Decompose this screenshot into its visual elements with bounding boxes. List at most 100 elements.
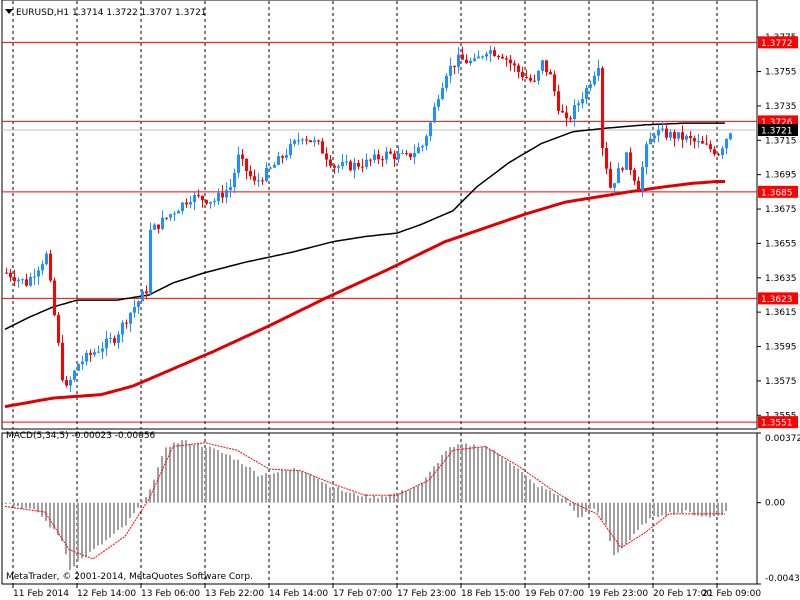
macd-bar: [245, 466, 247, 503]
candle: [233, 168, 236, 194]
candle-body: [185, 202, 188, 205]
price-tick-label: 1.3675: [765, 205, 797, 215]
macd-bar: [581, 502, 583, 517]
dropdown-triangle-icon[interactable]: [5, 9, 13, 14]
time-tick-label: 18 Feb 15:00: [461, 589, 520, 599]
macd-tick-label: 0.00372: [765, 434, 800, 444]
candle: [533, 74, 536, 83]
macd-bar: [401, 490, 403, 503]
candle: [273, 162, 276, 168]
candle-body: [37, 270, 40, 277]
candle-body: [221, 192, 224, 198]
candle-body: [81, 361, 84, 365]
candle-body: [545, 60, 548, 73]
candle: [397, 145, 400, 163]
candle-body: [153, 224, 156, 230]
candle-body: [133, 307, 136, 313]
candle-body: [101, 348, 104, 352]
level-label-box: [758, 416, 798, 429]
macd-bar: [257, 476, 259, 503]
macd-bar: [437, 462, 439, 503]
candle: [117, 331, 120, 349]
macd-bar: [557, 494, 559, 503]
candle: [81, 355, 84, 370]
candle-body: [721, 148, 724, 155]
candle-body: [517, 65, 520, 72]
macd-bar: [445, 451, 447, 503]
candle: [481, 55, 484, 60]
candle: [289, 138, 292, 159]
candle-body: [309, 140, 312, 143]
candle: [453, 65, 456, 75]
level-label-box: [758, 36, 798, 49]
candle: [225, 182, 228, 204]
macd-bar: [393, 493, 395, 503]
candle-body: [141, 291, 144, 302]
candle: [385, 147, 388, 165]
candle: [437, 94, 440, 111]
candle-body: [669, 132, 672, 138]
macd-bar: [433, 466, 435, 503]
price-pane[interactable]: [1, 0, 758, 430]
candle-body: [393, 153, 396, 160]
candle: [185, 198, 188, 209]
candle-body: [345, 161, 348, 163]
candle: [573, 99, 576, 127]
candle: [357, 159, 360, 170]
macd-bar: [669, 502, 671, 513]
candle: [361, 158, 364, 173]
candle: [269, 166, 272, 170]
candle: [53, 277, 56, 317]
macd-bar: [461, 443, 463, 503]
candle: [261, 177, 264, 186]
candle: [477, 50, 480, 59]
macd-bar: [173, 442, 175, 503]
candle: [333, 163, 336, 174]
macd-bar: [717, 502, 719, 516]
candle-body: [385, 151, 388, 160]
candle-body: [465, 59, 468, 64]
candle-body: [449, 65, 452, 76]
candle: [593, 71, 596, 87]
candle: [393, 150, 396, 168]
candle-body: [525, 77, 528, 79]
candle-body: [165, 217, 168, 219]
macd-bar: [305, 473, 307, 503]
candle-body: [353, 162, 356, 171]
candle-body: [577, 103, 580, 106]
candle-body: [9, 272, 12, 278]
candle: [457, 47, 460, 74]
candle: [245, 158, 248, 180]
chart-header: EURUSD,H1 1.3714 1.3722 1.3707 1.3721: [5, 8, 207, 18]
macd-bar: [441, 454, 443, 503]
candle: [565, 105, 568, 127]
candle-body: [261, 180, 264, 182]
macd-bar: [665, 502, 667, 516]
candle-body: [253, 176, 256, 181]
candle-body: [245, 158, 248, 171]
macd-bar: [641, 502, 643, 525]
macd-bar: [269, 474, 271, 503]
macd-bar: [405, 491, 407, 503]
macd-bar: [653, 502, 655, 516]
candle-body: [125, 322, 128, 324]
macd-bar: [201, 446, 203, 503]
candle: [41, 260, 44, 276]
candle: [281, 154, 284, 164]
macd-bar: [501, 457, 503, 503]
candle-body: [677, 132, 680, 139]
candle-body: [205, 200, 208, 204]
candle: [365, 153, 368, 170]
macd-bar: [93, 502, 95, 550]
candle: [485, 51, 488, 61]
candle-body: [313, 140, 316, 143]
candle-body: [337, 166, 340, 168]
macd-bar: [377, 498, 379, 503]
macd-bar: [97, 502, 99, 546]
candle: [685, 134, 688, 143]
candle: [445, 73, 448, 92]
macd-pane[interactable]: [1, 432, 758, 585]
candle: [657, 124, 660, 143]
candle: [133, 299, 136, 318]
